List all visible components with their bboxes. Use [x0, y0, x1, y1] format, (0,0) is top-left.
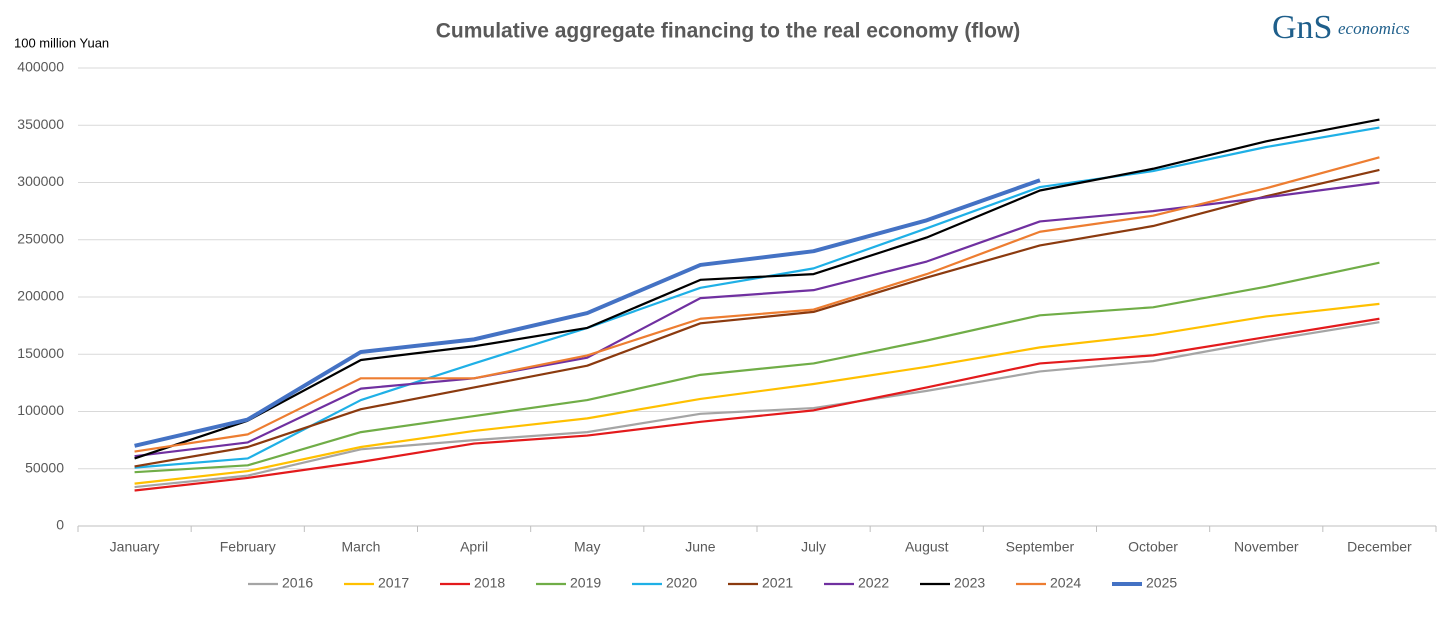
- x-tick-label: January: [110, 539, 160, 555]
- legend-label: 2018: [474, 575, 505, 591]
- y-tick-label: 150000: [17, 345, 64, 361]
- x-tick-label: November: [1234, 539, 1299, 555]
- series-line: [134, 317, 1380, 492]
- legend-label: 2017: [378, 575, 409, 591]
- y-tick-label: 200000: [17, 288, 64, 304]
- chart-title: Cumulative aggregate financing to the re…: [436, 20, 1021, 43]
- series-line: [134, 261, 1380, 474]
- y-tick-label: 50000: [25, 459, 64, 475]
- logo-text: economics: [1338, 19, 1410, 38]
- legend-label: 2024: [1050, 575, 1081, 591]
- y-axis-label: 100 million Yuan: [14, 35, 109, 50]
- series-line: [134, 321, 1380, 489]
- series-line: [134, 156, 1380, 453]
- legend-label: 2025: [1146, 575, 1177, 591]
- logo-mark: GnS: [1272, 9, 1332, 46]
- x-tick-label: October: [1128, 539, 1178, 555]
- x-tick-label: May: [574, 539, 600, 555]
- x-tick-label: July: [801, 539, 826, 555]
- series-line: [134, 302, 1380, 485]
- x-tick-label: August: [905, 539, 949, 555]
- legend-label: 2021: [762, 575, 793, 591]
- x-tick-label: February: [220, 539, 276, 555]
- y-tick-label: 300000: [17, 173, 64, 189]
- series-line: [134, 181, 1380, 458]
- x-tick-label: December: [1347, 539, 1412, 555]
- y-tick-label: 400000: [17, 59, 64, 75]
- legend-label: 2019: [570, 575, 601, 591]
- legend-label: 2023: [954, 575, 985, 591]
- y-tick-label: 0: [56, 517, 64, 533]
- series-line: [134, 168, 1380, 468]
- series-line: [134, 126, 1380, 469]
- legend-label: 2020: [666, 575, 697, 591]
- legend-label: 2022: [858, 575, 889, 591]
- x-tick-label: April: [460, 539, 488, 555]
- x-tick-label: March: [341, 539, 380, 555]
- legend-label: 2016: [282, 575, 313, 591]
- series-line: [134, 178, 1041, 448]
- y-tick-label: 250000: [17, 230, 64, 246]
- series-line: [134, 118, 1380, 460]
- y-tick-label: 100000: [17, 402, 64, 418]
- x-tick-label: September: [1006, 539, 1075, 555]
- y-tick-label: 350000: [17, 116, 64, 132]
- x-tick-label: June: [685, 539, 716, 555]
